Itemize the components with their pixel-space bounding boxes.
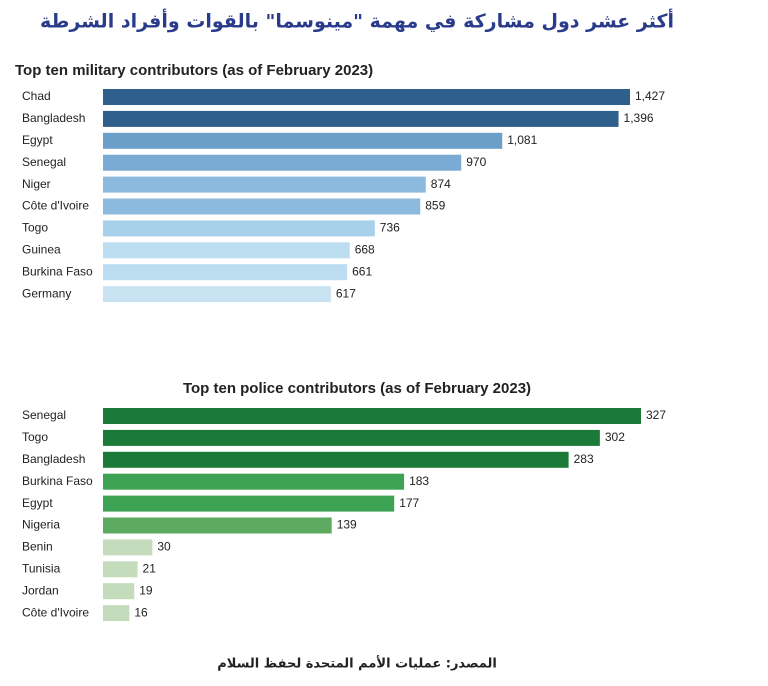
- category-label: Egypt: [22, 496, 53, 510]
- value-label: 21: [143, 561, 157, 575]
- category-label: Germany: [22, 286, 71, 300]
- category-label: Bangladesh: [22, 111, 85, 125]
- chart-title: Top ten military contributors (as of Feb…: [15, 62, 373, 79]
- category-label: Niger: [22, 177, 51, 191]
- bar: [103, 605, 130, 622]
- bar: [103, 473, 405, 490]
- value-label: 1,081: [507, 133, 537, 147]
- category-label: Togo: [22, 221, 48, 235]
- category-label: Côte d'Ivoire: [22, 199, 89, 213]
- category-label: Côte d'Ivoire: [22, 605, 89, 619]
- value-label: 736: [380, 221, 400, 235]
- value-label: 668: [355, 242, 375, 256]
- value-label: 16: [134, 605, 148, 619]
- bar: [103, 583, 135, 600]
- value-label: 30: [157, 540, 171, 554]
- category-label: Egypt: [22, 133, 53, 147]
- category-label: Senegal: [22, 408, 66, 422]
- bar: [103, 132, 503, 149]
- category-label: Jordan: [22, 583, 59, 597]
- bar: [103, 429, 600, 446]
- source: المصدر: عمليات الأمم المتحدة لحفظ السلام: [217, 655, 497, 672]
- bar: [103, 176, 426, 193]
- value-label: 874: [431, 177, 451, 191]
- bar: [103, 198, 421, 215]
- value-label: 183: [409, 474, 429, 488]
- bar: [103, 408, 641, 424]
- bar: [103, 495, 395, 512]
- value-label: 139: [337, 518, 357, 532]
- category-label: Nigeria: [22, 518, 60, 532]
- bar: [103, 517, 332, 534]
- value-label: 859: [425, 199, 445, 213]
- category-label: Togo: [22, 430, 48, 444]
- value-label: 302: [605, 430, 625, 444]
- category-label: Senegal: [22, 155, 66, 169]
- category-label: Bangladesh: [22, 452, 85, 466]
- value-label: 1,427: [635, 89, 665, 103]
- page-title: أكثر عشر دول مشاركة في مهمة "مينوسما" با…: [40, 9, 674, 33]
- value-label: 283: [574, 452, 594, 466]
- bar: [103, 539, 153, 556]
- value-label: 327: [646, 408, 666, 422]
- category-label: Guinea: [22, 242, 61, 256]
- value-label: 19: [139, 583, 153, 597]
- value-label: 617: [336, 286, 356, 300]
- bar: [103, 220, 375, 237]
- category-label: Tunisia: [22, 561, 61, 575]
- category-label: Burkina Faso: [22, 264, 93, 278]
- category-label: Burkina Faso: [22, 474, 93, 488]
- bar: [103, 242, 350, 259]
- category-label: Benin: [22, 540, 53, 554]
- bar: [103, 561, 138, 578]
- chart-title: Top ten police contributors (as of Febru…: [183, 380, 531, 397]
- bar: [103, 154, 462, 171]
- bar: [103, 89, 630, 105]
- value-label: 661: [352, 264, 372, 278]
- bar: [103, 264, 348, 281]
- bar: [103, 451, 569, 468]
- value-label: 177: [399, 496, 419, 510]
- bar: [103, 110, 619, 127]
- bar: [103, 286, 331, 303]
- category-label: Chad: [22, 89, 51, 103]
- value-label: 970: [466, 155, 486, 169]
- value-label: 1,396: [624, 111, 654, 125]
